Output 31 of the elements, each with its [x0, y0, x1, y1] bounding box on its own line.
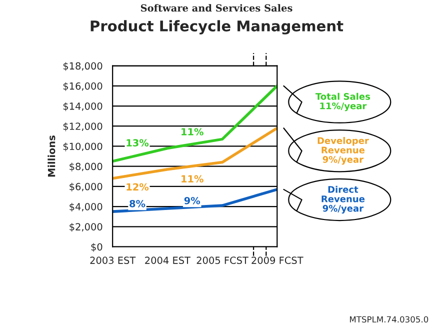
text: 9%/year — [322, 204, 364, 214]
annotation: 12% — [126, 183, 149, 191]
y-tick-label: $18,000 — [63, 62, 102, 71]
line-series — [112, 84, 278, 163]
y-tick-label: $14,000 — [63, 102, 102, 112]
text: 9%/year — [322, 156, 364, 165]
y-tick-label: $10,000 — [63, 142, 102, 152]
annotation: 11% — [182, 128, 204, 136]
y-tick-label: $16,000 — [63, 82, 102, 92]
chart-title: Product Lifecycle Management — [90, 20, 344, 34]
annotation: 13% — [126, 139, 149, 146]
x-tick-label: 2004 EST — [145, 256, 190, 264]
y-tick-label: $4,000 — [70, 202, 102, 212]
annotation: 8% — [130, 200, 146, 208]
chart-subtitle: Software and Services Sales — [140, 4, 292, 12]
text: Developer Revenue — [318, 137, 369, 154]
text: Total Sales — [315, 92, 370, 100]
annotation: 11% — [182, 175, 204, 183]
text: MTSPLM.74.0305.0 — [350, 316, 428, 323]
x-tick-label: 2009 FCST — [252, 256, 304, 264]
y-axis-title: Millions — [48, 136, 56, 177]
x-tick-label: 2005 FCST — [196, 256, 248, 264]
y-tick-label: $2,000 — [70, 222, 102, 232]
y-tick-label: $0 — [91, 243, 102, 252]
text: 11%/year — [320, 102, 367, 112]
text: Direct Revenue — [322, 186, 365, 202]
y-tick-label: $12,000 — [63, 122, 102, 132]
y-tick-label: $6,000 — [70, 182, 102, 192]
x-tick-label: 2003 EST — [90, 256, 136, 264]
annotation: 9% — [184, 196, 200, 204]
y-tick-label: $8,000 — [70, 162, 102, 172]
